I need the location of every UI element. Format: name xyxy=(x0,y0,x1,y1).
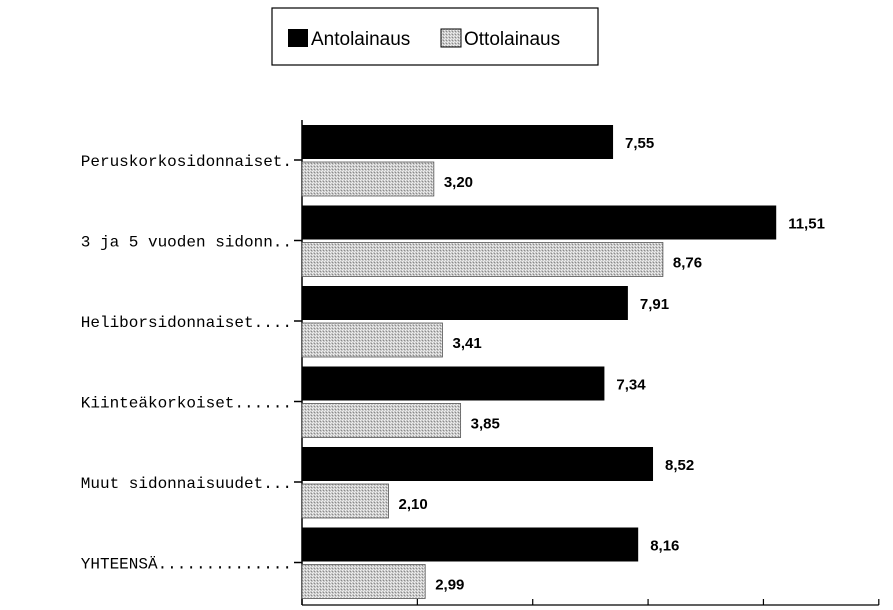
value-label-antolainaus: 8,16 xyxy=(650,538,679,555)
bar-ottolainaus xyxy=(301,564,426,599)
bar-antolainaus xyxy=(302,205,777,240)
bars xyxy=(301,125,777,599)
value-label-ottolainaus: 3,85 xyxy=(471,416,500,433)
bar-ottolainaus xyxy=(301,403,462,438)
value-label-ottolainaus: 3,41 xyxy=(452,335,481,352)
category-label: Muut sidonnaisuudet... xyxy=(81,475,292,493)
category-label: Heliborsidonnaiset.... xyxy=(81,314,292,332)
value-label-ottolainaus: 3,20 xyxy=(444,174,473,191)
category-label: Peruskorkosidonnaiset. xyxy=(81,153,292,171)
legend-swatch-antolainaus xyxy=(288,29,308,47)
legend-swatch-ottolainaus xyxy=(440,28,462,48)
value-label-antolainaus: 8,52 xyxy=(665,457,694,474)
bar-ottolainaus xyxy=(301,483,389,519)
bar-antolainaus xyxy=(302,447,654,481)
value-label-antolainaus: 7,55 xyxy=(625,135,654,152)
axes xyxy=(294,120,880,606)
value-label-ottolainaus: 8,76 xyxy=(673,255,702,272)
legend: Antolainaus Ottolainaus xyxy=(271,7,599,66)
bar-antolainaus xyxy=(302,125,614,159)
bar-ottolainaus xyxy=(301,242,664,277)
value-label-antolainaus: 11,51 xyxy=(788,216,825,233)
category-label: YHTEENSÄ.............. xyxy=(81,555,292,574)
bar-antolainaus xyxy=(302,527,639,562)
legend-label-ottolainaus: Ottolainaus xyxy=(464,29,560,50)
value-label-ottolainaus: 2,10 xyxy=(399,496,428,513)
bar-antolainaus xyxy=(302,286,628,320)
bar-ottolainaus xyxy=(301,161,435,197)
legend-frame xyxy=(271,7,599,66)
labels: Peruskorkosidonnaiset. 7,55 3,20 3 ja 5 vuo… xyxy=(81,135,825,594)
category-label: 3 ja 5 vuoden sidonn.. xyxy=(81,234,292,252)
bar-antolainaus xyxy=(302,366,605,401)
category-label: Kiinteäkorkoiset...... xyxy=(81,395,292,413)
value-label-antolainaus: 7,91 xyxy=(640,296,669,313)
bar-ottolainaus xyxy=(301,322,443,358)
value-label-antolainaus: 7,34 xyxy=(616,377,646,394)
legend-label-antolainaus: Antolainaus xyxy=(311,29,410,50)
value-label-ottolainaus: 2,99 xyxy=(435,577,464,594)
